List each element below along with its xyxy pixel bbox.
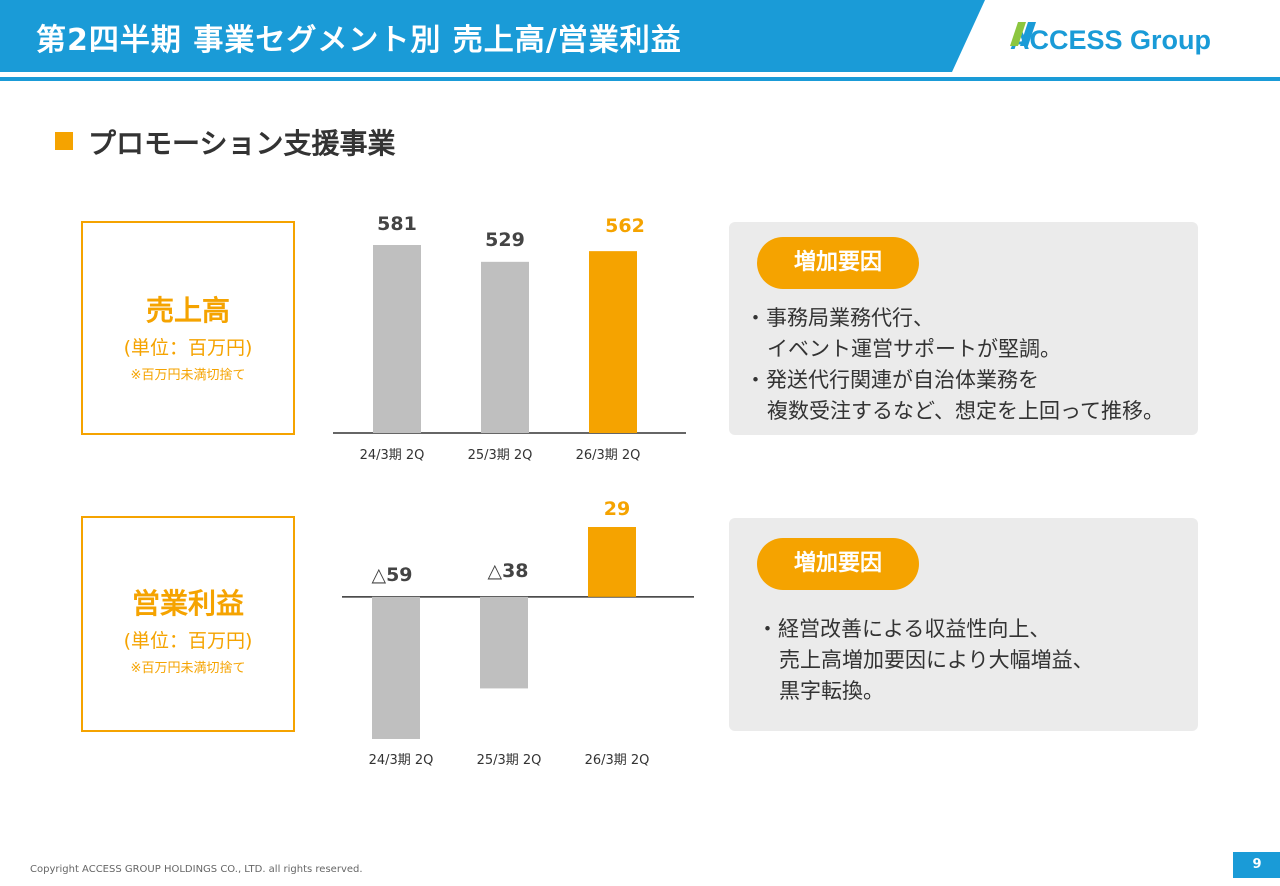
logo-slash-icon xyxy=(1010,22,1036,46)
category-label: 26/3期 2Q xyxy=(576,448,641,463)
factor-line: イベント運営サポートが堅調。 xyxy=(767,337,1062,361)
bar-1-2 xyxy=(588,527,636,597)
factor-line: 売上高増加要因により大幅増益、 xyxy=(779,648,1094,672)
header-bar: 第2四半期 事業セグメント別 売上高/営業利益 ACCESS Group xyxy=(0,0,1280,72)
profit-label-unit: (単位：百万円) xyxy=(123,630,253,652)
access-group-logo: ACCESS Group xyxy=(1010,22,1211,58)
category-label: 25/3期 2Q xyxy=(477,753,542,768)
sales-factor-text: ・事務局業務代行、 イベント運営サポートが堅調。 ・発送代行関連が自治体業務を … xyxy=(745,303,1164,427)
data-label: 562 xyxy=(605,215,645,237)
sales-factor-badge: 増加要因 xyxy=(757,237,919,289)
data-label: 529 xyxy=(485,229,525,251)
sales-label-unit: (単位：百万円) xyxy=(123,337,253,359)
bar-0-0 xyxy=(373,245,421,433)
page-number: 9 xyxy=(1233,852,1280,878)
copyright-text: Copyright ACCESS GROUP HOLDINGS CO., LTD… xyxy=(30,864,363,875)
profit-factor-panel: 増加要因 ・経営改善による収益性向上、 売上高増加要因により大幅増益、 黒字転換… xyxy=(729,518,1198,731)
bar-0-1 xyxy=(481,261,529,433)
sales-label-title: 売上高 xyxy=(145,294,230,327)
category-label: 26/3期 2Q xyxy=(585,753,650,768)
factor-line: 複数受注するなど、想定を上回って推移。 xyxy=(767,399,1164,423)
profit-factor-text: ・経営改善による収益性向上、 売上高増加要因により大幅増益、 黒字転換。 xyxy=(757,614,1094,707)
factor-line: ・事務局業務代行、 xyxy=(745,306,934,330)
factor-line: ・発送代行関連が自治体業務を xyxy=(745,368,1039,392)
bar-0-2 xyxy=(589,251,637,433)
section-bullet-icon xyxy=(55,132,73,150)
logo-text: ACCESS Group xyxy=(1010,24,1212,55)
category-label: 24/3期 2Q xyxy=(369,753,434,768)
data-label: △38 xyxy=(487,560,528,582)
factor-line: ・経営改善による収益性向上、 xyxy=(757,617,1051,641)
sales-factor-panel: 増加要因 ・事務局業務代行、 イベント運営サポートが堅調。 ・発送代行関連が自治… xyxy=(729,222,1198,435)
section-title: プロモーション支援事業 xyxy=(88,127,396,160)
data-label: 581 xyxy=(377,213,417,235)
sales-label-note: ※百万円未満切捨て xyxy=(130,368,246,383)
bar-1-1 xyxy=(480,596,528,689)
header-background xyxy=(0,0,985,72)
factor-line: 黒字転換。 xyxy=(779,679,885,703)
category-label: 25/3期 2Q xyxy=(468,448,533,463)
header-divider xyxy=(0,77,1280,81)
profit-factor-badge: 増加要因 xyxy=(757,538,919,590)
category-label: 24/3期 2Q xyxy=(360,448,425,463)
data-label: 29 xyxy=(604,498,630,520)
page-title: 第2四半期 事業セグメント別 売上高/営業利益 xyxy=(36,23,682,58)
profit-label-title: 営業利益 xyxy=(131,587,244,620)
data-label: △59 xyxy=(371,564,412,586)
sales-label-box: 売上高 (単位：百万円) ※百万円未満切捨て xyxy=(81,221,295,435)
profit-label-box: 営業利益 (単位：百万円) ※百万円未満切捨て xyxy=(81,516,295,732)
profit-label-note: ※百万円未満切捨て xyxy=(130,661,246,676)
bar-1-0 xyxy=(372,596,420,739)
